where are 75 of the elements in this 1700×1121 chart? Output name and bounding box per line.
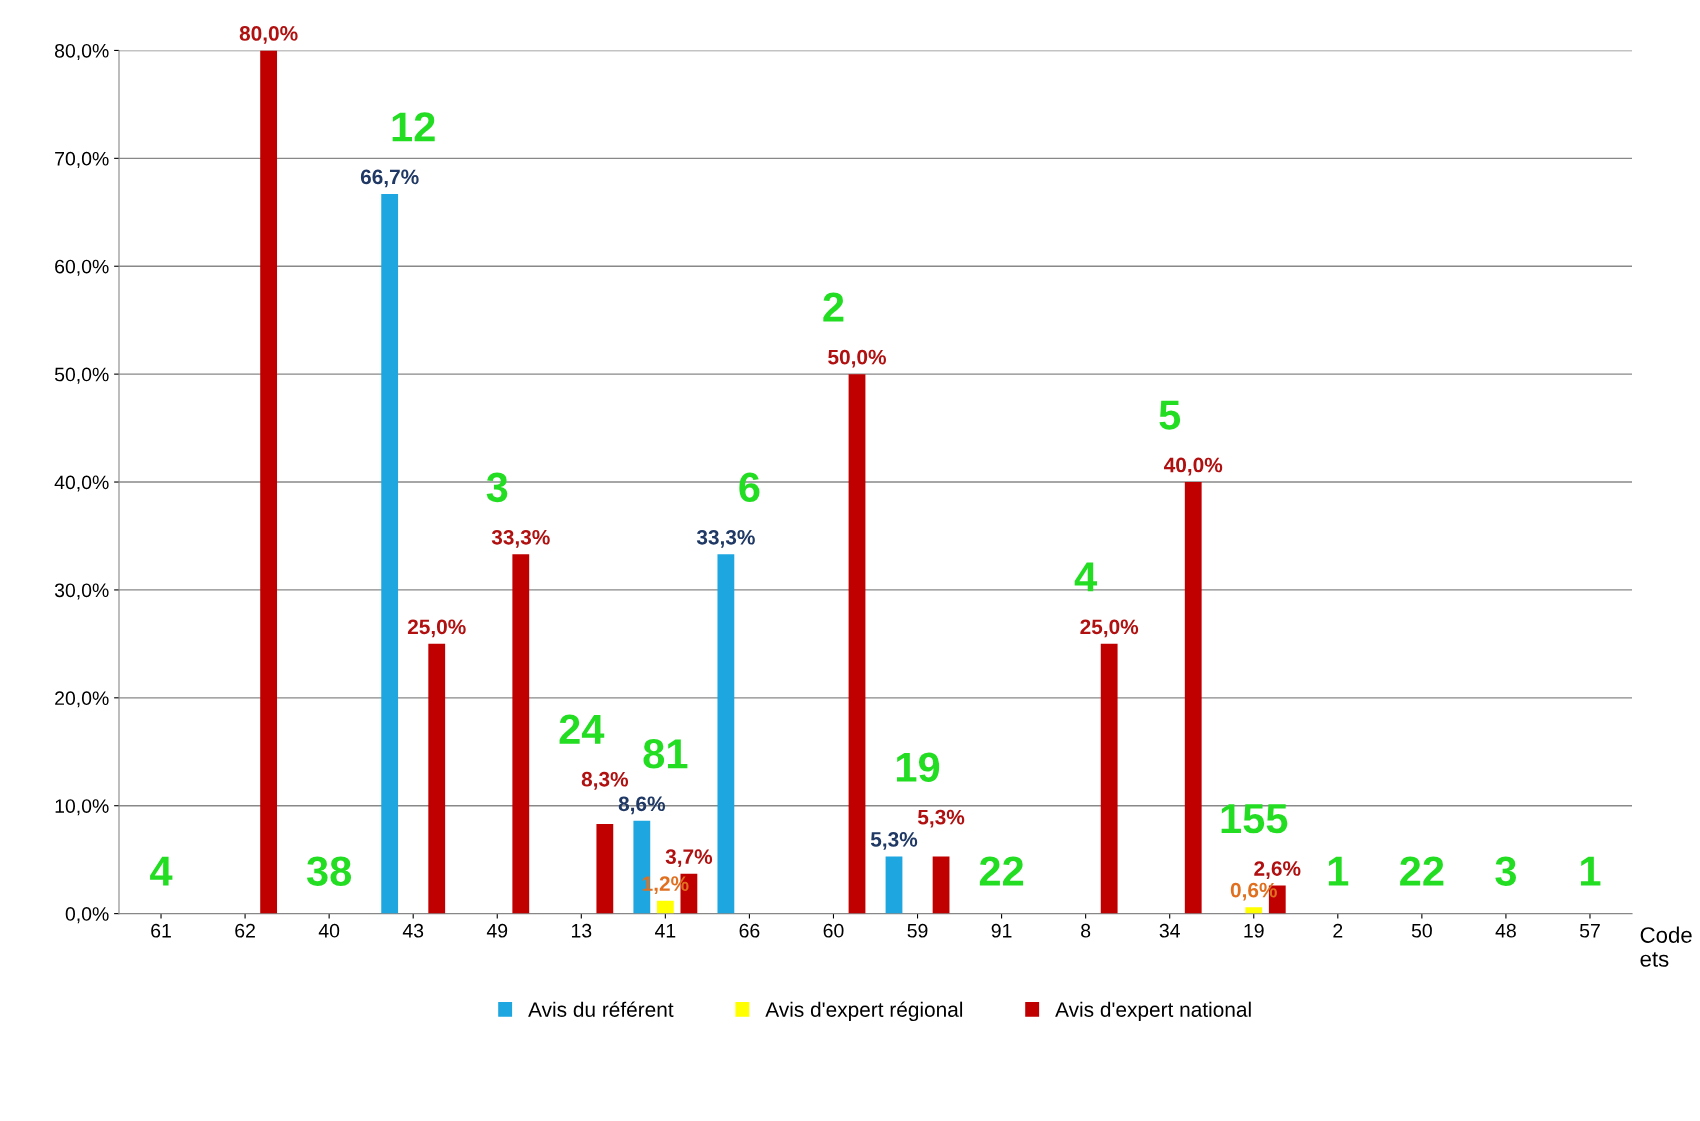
data-label: 50,0% [828, 349, 886, 368]
annotation: 4 [150, 856, 173, 886]
bar [1100, 643, 1118, 914]
x-tick-label: 13 [571, 923, 592, 938]
data-label: 25,0% [1080, 619, 1139, 638]
data-label: 8,3% [581, 771, 629, 790]
x-tick-label: 62 [235, 923, 255, 938]
bar [848, 374, 866, 914]
legend-label: Avis du référent [528, 1001, 674, 1017]
x-tick-label: 66 [739, 923, 760, 938]
y-tick-label: 10,0% [55, 799, 109, 816]
annotation: 4 [1074, 562, 1097, 592]
x-axis-title: Code ets [1640, 926, 1692, 967]
y-tick-label: 0,0% [65, 907, 109, 924]
data-label: 66,7% [360, 169, 419, 188]
x-tick-label: 2 [1333, 923, 1343, 938]
x-tick-label: 34 [1159, 923, 1180, 938]
annotation: 3 [486, 472, 508, 503]
y-tick-label: 20,0% [55, 691, 109, 708]
data-label: 3,7% [665, 849, 713, 868]
annotation: 24 [559, 714, 605, 744]
x-tick-label: 8 [1081, 923, 1091, 938]
bar [1245, 907, 1263, 914]
x-tick-label: 91 [991, 923, 1012, 938]
bar [885, 856, 903, 914]
annotation: 3 [1495, 856, 1516, 886]
bar [717, 554, 735, 914]
data-label: 80,0% [239, 26, 298, 44]
x-tick-label: 41 [654, 924, 676, 938]
annotation: 6 [739, 472, 760, 503]
y-tick-label: 80,0% [54, 43, 109, 60]
x-tick-label: 40 [318, 923, 340, 938]
x-tick-label: 60 [823, 923, 844, 938]
data-label: 40,0% [1164, 457, 1223, 476]
legend-label: Avis d'expert régional [765, 1001, 963, 1022]
legend-label: Avis d'expert national [1055, 1001, 1251, 1022]
x-tick-label: 57 [1579, 924, 1600, 938]
y-tick-label: 70,0% [55, 151, 109, 168]
bar [512, 554, 530, 914]
annotation: 1 [1581, 856, 1601, 886]
data-label: 8,6% [618, 796, 666, 815]
bar [596, 824, 614, 914]
bar [656, 900, 674, 914]
annotation: 5 [1159, 400, 1181, 430]
bar [381, 193, 399, 914]
annotation: 38 [306, 856, 352, 886]
x-tick-label: 61 [151, 923, 171, 938]
data-label: 5,3% [917, 809, 965, 828]
x-tick-label: 19 [1244, 923, 1264, 938]
data-label: 25,0% [407, 619, 466, 638]
x-tick-label: 43 [402, 923, 424, 938]
bar [428, 643, 446, 914]
y-tick-label: 60,0% [55, 259, 109, 276]
annotation: 19 [896, 752, 940, 782]
annotation: 81 [643, 739, 688, 769]
annotation: 1 [1328, 856, 1349, 886]
annotation: 22 [1400, 856, 1444, 886]
x-tick-label: 50 [1411, 923, 1432, 938]
y-tick-label: 30,0% [54, 583, 109, 600]
y-tick-label: 50,0% [54, 367, 109, 384]
bar [1184, 482, 1202, 914]
x-tick-label: 48 [1495, 923, 1516, 938]
y-tick-label: 40,0% [54, 475, 109, 492]
annotation: 2 [823, 292, 844, 322]
annotation: 22 [979, 856, 1024, 886]
annotation: 155 [1221, 804, 1288, 834]
bar [260, 50, 278, 914]
bar [932, 856, 950, 914]
x-tick-label: 59 [907, 923, 928, 938]
x-tick-label: 49 [486, 923, 508, 938]
data-label: 33,3% [696, 529, 755, 548]
data-label: 2,6% [1254, 861, 1301, 879]
data-label: 33,3% [491, 529, 550, 548]
data-label: 5,3% [870, 832, 918, 850]
annotation: 12 [392, 112, 435, 142]
